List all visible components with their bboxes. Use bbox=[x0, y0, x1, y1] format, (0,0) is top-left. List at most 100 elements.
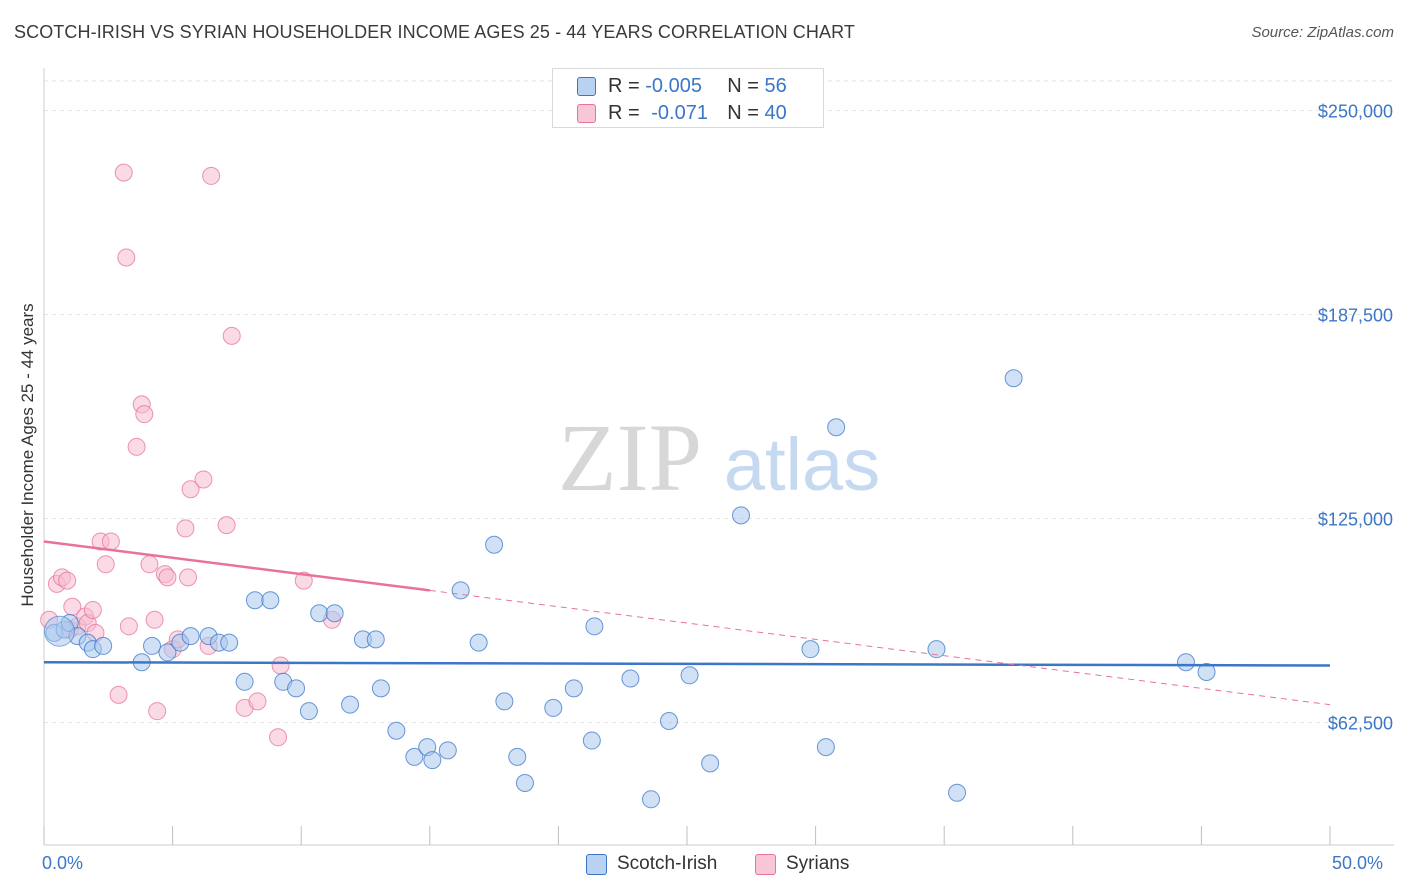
scotch-irish-point bbox=[1176, 653, 1195, 672]
scotch-irish-point bbox=[43, 615, 75, 647]
scotch-irish-point bbox=[220, 633, 239, 652]
scotch-irish-point bbox=[181, 627, 200, 646]
legend-r-value: -0.071 bbox=[651, 101, 708, 124]
syrians-point bbox=[202, 166, 221, 185]
grid-layer bbox=[44, 80, 1394, 724]
scotch-irish-point bbox=[245, 591, 264, 610]
y-tick-label: $250,000 bbox=[1318, 102, 1393, 122]
bottom-legend-scotch-irish: Scotch-Irish bbox=[586, 852, 717, 876]
scotch-irish-point bbox=[423, 751, 442, 770]
syrians-point bbox=[117, 248, 136, 267]
axes-layer bbox=[43, 68, 1394, 846]
scotch-irish-legend-label: Scotch-Irish bbox=[617, 853, 718, 874]
scotch-irish-point bbox=[143, 636, 162, 655]
scotch-irish-swatch bbox=[577, 76, 596, 96]
trend-lines bbox=[43, 540, 1331, 706]
scotch-irish-point bbox=[94, 636, 113, 655]
scotch-irish-point bbox=[405, 747, 424, 766]
scotch-irish-point bbox=[701, 754, 720, 773]
syrians-point bbox=[271, 656, 290, 675]
scotch-irish-point bbox=[732, 506, 751, 525]
scotch-irish-point bbox=[310, 604, 329, 623]
scotch-irish-point bbox=[451, 581, 470, 600]
scotch-irish-point bbox=[948, 783, 967, 802]
scotch-irish-point bbox=[287, 679, 306, 698]
syrians-point bbox=[135, 405, 154, 424]
scotch-irish-point bbox=[485, 535, 504, 554]
syrians-trend-line bbox=[43, 540, 430, 592]
watermark-atlas: atlas bbox=[724, 423, 880, 506]
legend-n-value: 56 bbox=[764, 74, 787, 97]
syrians-point bbox=[294, 571, 313, 590]
syrians-trend-extension bbox=[429, 589, 1331, 706]
scotch-irish-point bbox=[621, 669, 640, 688]
scotch-irish-point bbox=[508, 747, 527, 766]
y-tick-label: $125,000 bbox=[1318, 510, 1393, 530]
syrians-point bbox=[83, 601, 102, 620]
scotch-irish-legend-swatch bbox=[586, 853, 607, 875]
scotch-irish-point bbox=[325, 604, 344, 623]
scotch-irish-point bbox=[341, 695, 360, 714]
scotch-irish-point bbox=[582, 731, 601, 750]
legend-n-label: N = bbox=[727, 74, 759, 97]
scotch-irish-point bbox=[585, 617, 604, 636]
watermark-zip: ZIP bbox=[558, 404, 702, 511]
scotch-irish-point bbox=[235, 672, 254, 691]
syrians-point bbox=[140, 555, 159, 574]
syrians-point bbox=[176, 519, 195, 538]
scotch-irish-point bbox=[299, 702, 318, 721]
bottom-legend-syrians: Syrians bbox=[755, 852, 849, 876]
scotch-irish-point bbox=[564, 679, 583, 698]
scotch-irish-point bbox=[544, 698, 563, 717]
scotch-irish-point bbox=[827, 418, 846, 437]
scotch-irish-point bbox=[680, 666, 699, 685]
syrians-point bbox=[109, 685, 128, 704]
correlation-legend: R = -0.005 N = 56 R = -0.071 N = 40 bbox=[552, 68, 824, 128]
scotch-irish-point bbox=[438, 741, 457, 760]
syrians-point bbox=[58, 571, 77, 590]
syrians-point bbox=[114, 163, 133, 182]
scotch-irish-points bbox=[43, 369, 1216, 809]
x-tick-label-min: 0.0% bbox=[42, 853, 84, 873]
syrians-point bbox=[101, 532, 120, 551]
scotch-irish-point bbox=[158, 643, 177, 662]
scotch-irish-point bbox=[515, 773, 534, 792]
syrians-point bbox=[181, 480, 200, 499]
legend-row-scotch-irish: R = -0.005 N = 56 bbox=[577, 73, 787, 99]
y-tick-label: $187,500 bbox=[1318, 306, 1393, 326]
syrians-legend-swatch bbox=[755, 853, 776, 875]
source-label: Source: ZipAtlas.com bbox=[1251, 24, 1394, 41]
syrians-point bbox=[119, 617, 138, 636]
syrians-point bbox=[145, 610, 164, 629]
scotch-irish-point bbox=[927, 640, 946, 659]
scotch-irish-point bbox=[261, 591, 280, 610]
syrians-swatch bbox=[577, 103, 596, 123]
legend-n-value: 40 bbox=[764, 101, 787, 124]
syrians-point bbox=[217, 516, 236, 535]
x-tick-label-max: 50.0% bbox=[1332, 853, 1384, 873]
scotch-irish-point bbox=[387, 721, 406, 740]
legend-r-label: R = bbox=[608, 74, 640, 97]
legend-r-value: -0.005 bbox=[645, 74, 702, 97]
scotch-irish-point bbox=[366, 630, 385, 649]
syrians-point bbox=[194, 470, 213, 489]
scotch-irish-point bbox=[801, 640, 820, 659]
y-tick-labels: $62,500 $125,000 $187,500 $250,000 bbox=[1318, 102, 1393, 734]
scotch-irish-point bbox=[1004, 369, 1023, 388]
chart-title: SCOTCH-IRISH VS SYRIAN HOUSEHOLDER INCOM… bbox=[14, 22, 855, 42]
syrians-point bbox=[158, 568, 177, 587]
syrians-point bbox=[96, 555, 115, 574]
syrians-points bbox=[40, 163, 342, 747]
scotch-irish-trend-line bbox=[43, 660, 1331, 667]
scotch-irish-point bbox=[495, 692, 514, 711]
syrians-point bbox=[127, 437, 146, 456]
legend-r-label: R = bbox=[608, 101, 640, 124]
scotch-irish-point bbox=[659, 711, 678, 730]
y-axis-label: Householder Income Ages 25 - 44 years bbox=[18, 303, 37, 607]
syrians-point bbox=[148, 702, 167, 721]
watermark: ZIP atlas bbox=[558, 404, 880, 511]
legend-n-label: N = bbox=[727, 101, 759, 124]
scotch-irish-point bbox=[1197, 663, 1216, 682]
syrians-point bbox=[179, 568, 198, 587]
